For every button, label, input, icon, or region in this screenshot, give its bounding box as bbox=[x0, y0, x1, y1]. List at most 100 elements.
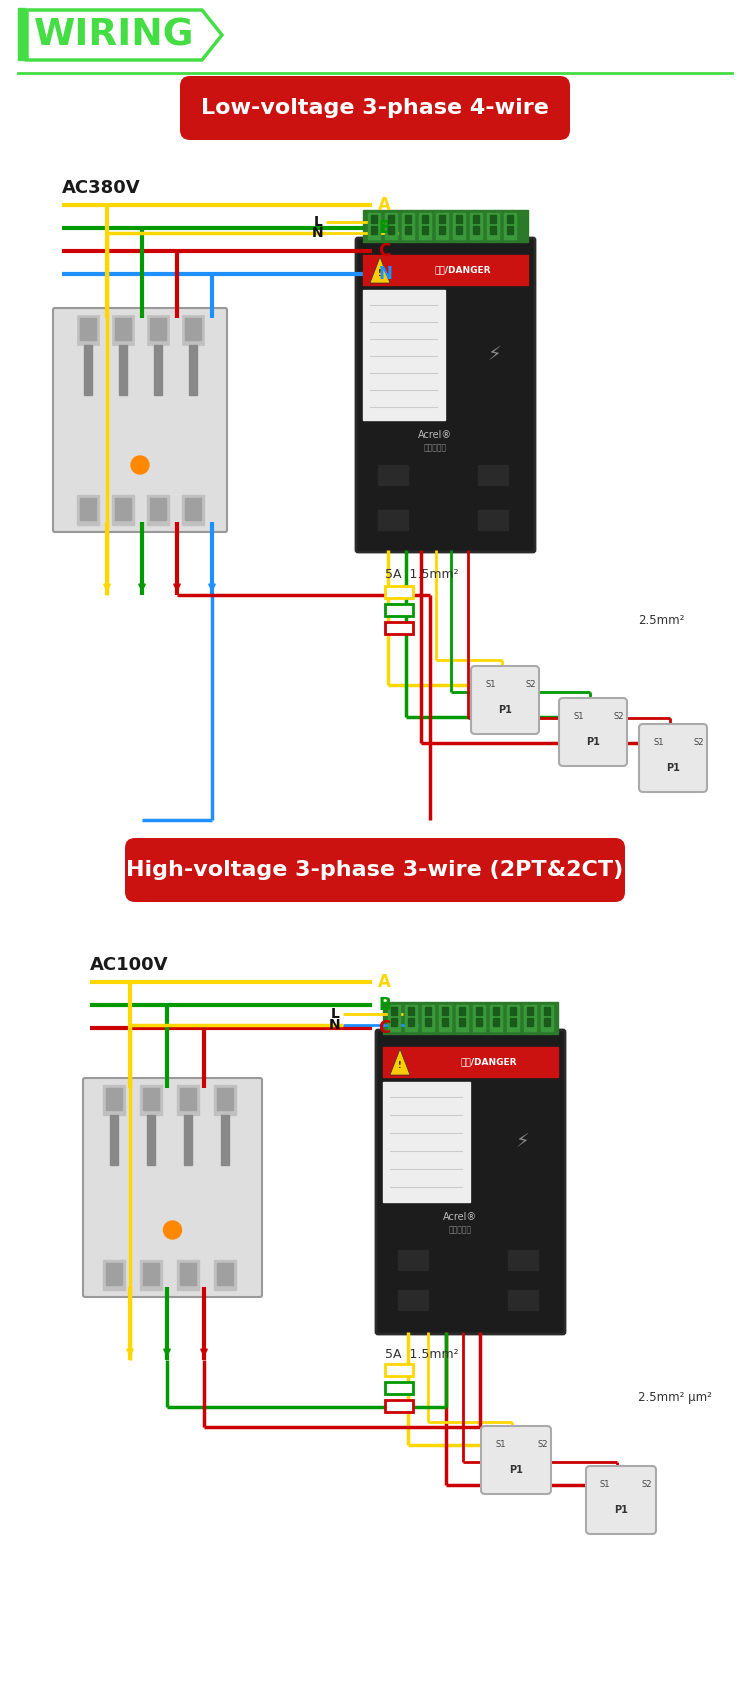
Text: S1: S1 bbox=[495, 1441, 506, 1449]
Bar bbox=[388, 1006, 400, 1031]
Text: P1: P1 bbox=[509, 1464, 523, 1475]
FancyBboxPatch shape bbox=[471, 665, 539, 735]
Bar bbox=[456, 225, 462, 234]
Text: A: A bbox=[378, 196, 391, 213]
Bar bbox=[103, 1085, 125, 1116]
Circle shape bbox=[164, 1221, 182, 1239]
Bar bbox=[507, 215, 513, 223]
Bar bbox=[504, 213, 516, 239]
Bar bbox=[371, 215, 377, 223]
Text: S1: S1 bbox=[600, 1480, 610, 1490]
Bar bbox=[185, 498, 201, 520]
Bar bbox=[527, 1007, 533, 1016]
Text: B: B bbox=[378, 218, 391, 237]
Bar bbox=[385, 1365, 413, 1376]
Text: 安科瑞电气: 安科瑞电气 bbox=[448, 1226, 472, 1234]
Bar bbox=[385, 586, 413, 598]
Bar bbox=[147, 315, 169, 345]
Bar bbox=[388, 215, 394, 223]
Bar bbox=[217, 1089, 233, 1111]
Bar bbox=[478, 466, 508, 484]
Bar bbox=[110, 1116, 118, 1165]
Bar bbox=[422, 1006, 434, 1031]
Bar bbox=[185, 318, 201, 340]
Bar bbox=[398, 1290, 428, 1310]
Text: P1: P1 bbox=[586, 736, 600, 747]
Bar bbox=[425, 1017, 431, 1026]
Text: 2.5mm² μm²: 2.5mm² μm² bbox=[638, 1390, 712, 1403]
Bar bbox=[378, 510, 408, 530]
Bar bbox=[363, 256, 528, 284]
Bar bbox=[472, 1082, 554, 1202]
Text: A: A bbox=[378, 973, 391, 990]
Bar bbox=[405, 1006, 417, 1031]
Bar bbox=[385, 213, 397, 239]
Bar bbox=[439, 225, 445, 234]
Bar bbox=[436, 213, 448, 239]
Bar bbox=[544, 1017, 550, 1026]
Bar bbox=[383, 1046, 558, 1077]
FancyBboxPatch shape bbox=[180, 76, 570, 141]
Bar bbox=[383, 1002, 558, 1034]
Bar bbox=[150, 318, 166, 340]
Bar bbox=[182, 494, 204, 525]
Bar bbox=[368, 213, 380, 239]
Text: N: N bbox=[328, 1017, 340, 1033]
Bar bbox=[115, 498, 131, 520]
Bar bbox=[493, 1007, 499, 1016]
Bar bbox=[112, 315, 134, 345]
Text: 安科瑞电气: 安科瑞电气 bbox=[424, 444, 446, 452]
Bar bbox=[490, 215, 496, 223]
Bar bbox=[508, 1249, 538, 1270]
Bar bbox=[541, 1006, 553, 1031]
Bar bbox=[456, 215, 462, 223]
Bar bbox=[115, 318, 131, 340]
Bar bbox=[182, 315, 204, 345]
Bar bbox=[490, 1006, 502, 1031]
Bar bbox=[476, 1007, 482, 1016]
Bar bbox=[442, 1007, 448, 1016]
Text: 5A  1.5mm²: 5A 1.5mm² bbox=[385, 569, 458, 581]
Bar bbox=[77, 315, 99, 345]
Bar bbox=[425, 1007, 431, 1016]
Bar bbox=[378, 466, 408, 484]
Bar bbox=[154, 345, 162, 394]
Bar bbox=[383, 1082, 470, 1202]
Text: S1: S1 bbox=[573, 713, 584, 721]
Bar bbox=[510, 1007, 516, 1016]
Bar bbox=[214, 1260, 236, 1290]
Bar bbox=[112, 494, 134, 525]
Text: S2: S2 bbox=[537, 1441, 548, 1449]
Text: !: ! bbox=[378, 269, 382, 279]
Text: AC380V: AC380V bbox=[62, 179, 141, 196]
Bar bbox=[180, 1089, 196, 1111]
Bar bbox=[177, 1260, 199, 1290]
Text: 危险/DANGER: 危险/DANGER bbox=[460, 1058, 518, 1067]
Bar bbox=[527, 1017, 533, 1026]
Bar bbox=[18, 8, 25, 59]
Bar bbox=[493, 1017, 499, 1026]
Bar bbox=[408, 1007, 414, 1016]
Text: S1: S1 bbox=[653, 738, 664, 747]
Bar bbox=[442, 1017, 448, 1026]
Bar bbox=[363, 210, 528, 242]
Bar bbox=[487, 213, 499, 239]
Bar bbox=[77, 494, 99, 525]
Bar bbox=[80, 318, 96, 340]
Bar bbox=[143, 1263, 159, 1285]
Bar bbox=[422, 215, 428, 223]
Bar bbox=[439, 215, 445, 223]
Bar bbox=[391, 1007, 397, 1016]
Text: B: B bbox=[378, 995, 391, 1014]
Bar bbox=[80, 498, 96, 520]
Bar bbox=[84, 345, 92, 394]
Text: 5A  1.5mm²: 5A 1.5mm² bbox=[385, 1348, 458, 1361]
Text: L: L bbox=[332, 1007, 340, 1021]
Bar bbox=[385, 1381, 413, 1393]
Text: !: ! bbox=[398, 1062, 402, 1070]
Bar bbox=[453, 213, 465, 239]
FancyBboxPatch shape bbox=[586, 1466, 656, 1534]
Bar bbox=[507, 225, 513, 234]
FancyBboxPatch shape bbox=[83, 1078, 262, 1297]
Bar bbox=[473, 215, 479, 223]
